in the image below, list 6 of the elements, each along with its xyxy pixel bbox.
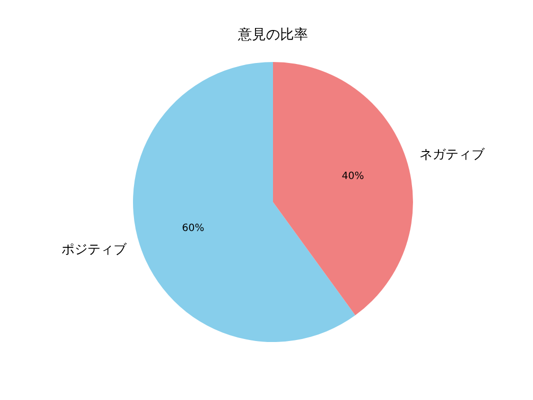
data-label: 60% (182, 222, 204, 234)
pie-slice (273, 62, 413, 316)
slice-label: ネガティブ (419, 147, 486, 162)
data-label: 40% (342, 171, 364, 182)
chart-title: 意見の比率 (237, 27, 308, 43)
slice-label: ポジティブ (62, 242, 128, 258)
